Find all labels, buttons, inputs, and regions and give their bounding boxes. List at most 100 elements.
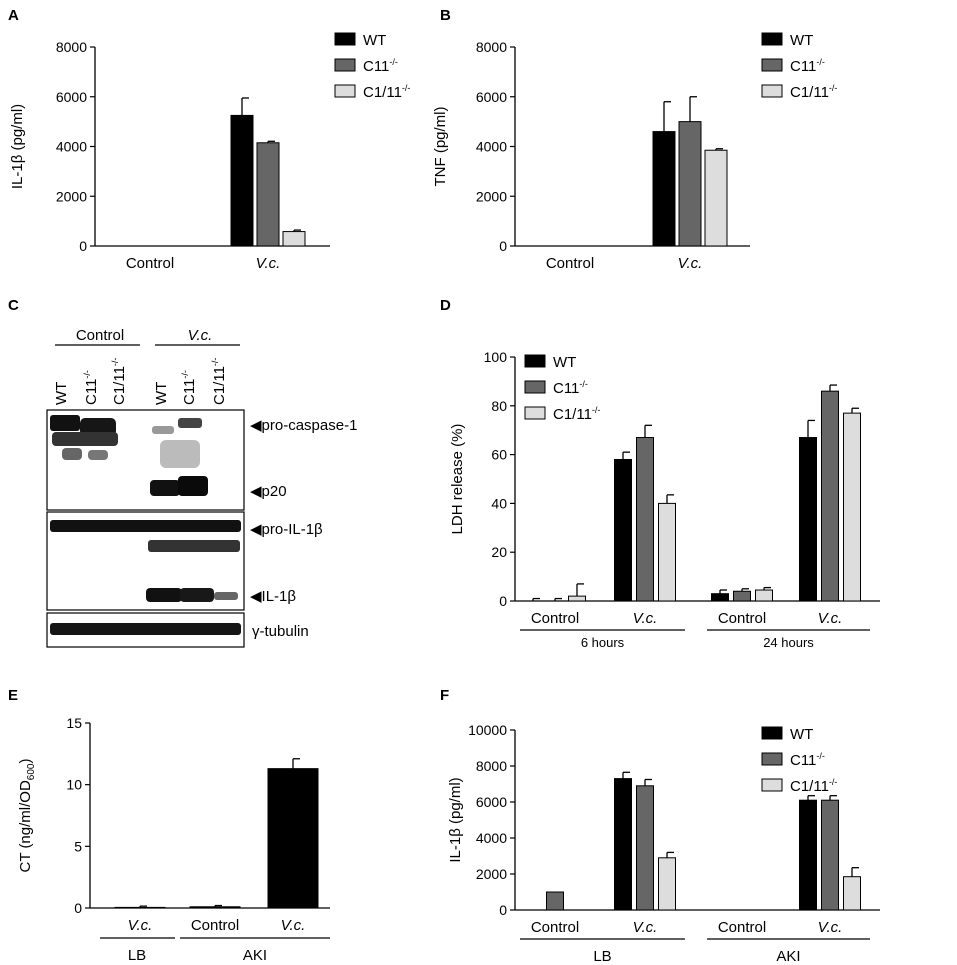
legend-swatch-a — [334, 58, 356, 72]
category-label-d: Control — [531, 610, 579, 627]
blot-lane-label: WT — [53, 382, 70, 405]
blot-lane-label: C11-/- — [82, 370, 100, 405]
legend-label-a: C1/11-/- — [363, 83, 410, 101]
band-procasp-c11 — [80, 418, 116, 436]
legend-swatch-d — [524, 406, 546, 420]
band-procasp-vc-c11 — [178, 418, 202, 428]
blot-group-vc: V.c. — [188, 327, 213, 344]
category-label-e: Control — [191, 917, 239, 934]
bar-f — [546, 891, 564, 911]
panel-letter-b: B — [440, 7, 451, 24]
y-tick-label-a: 8000 — [56, 39, 87, 55]
legend-swatch-f — [761, 752, 783, 766]
legend-label-a: C11-/- — [363, 57, 398, 75]
band-smear-vc — [160, 440, 200, 468]
bar-e — [267, 768, 319, 909]
bar-f — [636, 785, 654, 911]
band-proil1b-vc — [148, 540, 240, 552]
legend-label-main-a: C1/11 — [363, 84, 402, 101]
chart-a: 0 2000 4000 6000 8000 IL-1β (pg/ml) Control V.c… — [9, 32, 410, 272]
group-label-d: 6 hours — [581, 635, 625, 650]
legend-swatch-f — [761, 778, 783, 792]
category-label-f: V.c. — [818, 919, 843, 936]
legend-label-b: C1/11-/- — [790, 83, 837, 101]
legend-label-main-f: C1/11 — [790, 778, 829, 795]
group-label-d: 24 hours — [763, 635, 814, 650]
bar-a — [230, 114, 254, 247]
y-tick-label-a: 2000 — [56, 188, 87, 204]
legend-label-d: WT — [553, 354, 576, 371]
bar-e — [189, 906, 241, 909]
blot-lane-label: WT — [153, 382, 170, 405]
y-tick-label-d: 60 — [491, 447, 507, 463]
band-il1b-c11 — [180, 588, 214, 602]
bar-d — [755, 589, 773, 602]
band-smear-wt — [62, 448, 82, 460]
y-tick-label-f: 4000 — [476, 830, 507, 846]
category-label-d: Control — [718, 610, 766, 627]
bar-d — [658, 502, 676, 602]
y-tick-label-d: 40 — [491, 495, 507, 511]
y-tick-label-b: 4000 — [476, 139, 507, 155]
group-label-e: AKI — [243, 947, 267, 964]
band-procasp-wt-low — [52, 432, 118, 446]
bar-e — [114, 906, 166, 909]
legend-label-sup-b: -/- — [829, 83, 838, 93]
blot-lane-label-sup: -/- — [82, 370, 92, 379]
y-axis-label-text-f: IL-1β (pg/ml) — [447, 777, 464, 862]
blot-group-control: Control — [76, 327, 124, 344]
y-axis-label-text-b: TNF (pg/ml) — [432, 107, 449, 187]
blot-lane-label: C1/11-/- — [110, 358, 128, 405]
legend-label-main-d: C1/11 — [553, 406, 592, 423]
band-il1b-c111 — [214, 592, 238, 600]
y-tick-label-a: 4000 — [56, 139, 87, 155]
bar-d — [821, 390, 839, 602]
bar-a — [256, 142, 280, 247]
y-tick-label-d: 0 — [499, 593, 507, 609]
legend-swatch-b — [761, 32, 783, 46]
y-tick-label-f: 2000 — [476, 866, 507, 882]
y-tick-label-b: 0 — [499, 238, 507, 254]
bar-d — [568, 595, 586, 602]
bar-d — [636, 437, 654, 602]
category-label-a: Control — [126, 255, 174, 272]
panel-letter-d: D — [440, 297, 451, 314]
y-tick-label-b: 6000 — [476, 89, 507, 105]
bar-f — [658, 857, 676, 911]
legend-label-sup-f: -/- — [816, 751, 825, 761]
blot-lane-label-main: C11 — [181, 379, 198, 405]
legend-swatch-a — [334, 32, 356, 46]
legend-swatch-f — [761, 726, 783, 740]
band-proil1b-row — [50, 520, 241, 532]
band-label-p20: ◀p20 — [250, 483, 287, 500]
blot-lane-label-main: C1/11 — [111, 366, 128, 405]
legend-label-d: C1/11-/- — [553, 405, 600, 423]
legend-label-main-d: WT — [553, 354, 576, 371]
bar-d — [799, 437, 817, 602]
blot-lane-label: C11-/- — [180, 370, 198, 405]
legend-label-main-f: C11 — [790, 752, 816, 769]
y-tick-label-e: 10 — [66, 777, 82, 793]
category-label-e: V.c. — [281, 917, 306, 934]
group-label-e: LB — [128, 947, 146, 964]
blot-lane-label-main: WT — [153, 382, 170, 405]
category-label-b: Control — [546, 255, 594, 272]
legend-swatch-a — [334, 84, 356, 98]
band-procasp-wt — [50, 415, 80, 431]
bar-f — [821, 799, 839, 911]
legend-label-sup-a: -/- — [389, 57, 398, 67]
legend-label-main-a: C11 — [363, 58, 389, 75]
category-label-b: V.c. — [678, 255, 703, 272]
legend-label-sup-f: -/- — [829, 777, 838, 787]
bar-a — [282, 231, 306, 247]
category-label-e: V.c. — [128, 917, 153, 934]
bar-f — [843, 876, 861, 911]
legend-label-main-b: C11 — [790, 58, 816, 75]
y-tick-label-e: 15 — [66, 715, 82, 731]
legend-label-f: WT — [790, 726, 813, 743]
y-tick-label-a: 6000 — [56, 89, 87, 105]
legend-label-sup-d: -/- — [579, 379, 588, 389]
blot-bands-caspase — [50, 415, 208, 496]
chart-b: 0 2000 4000 6000 8000 TNF (pg/ml) Control V.c. W… — [432, 32, 837, 272]
y-tick-label-f: 10000 — [468, 722, 507, 738]
